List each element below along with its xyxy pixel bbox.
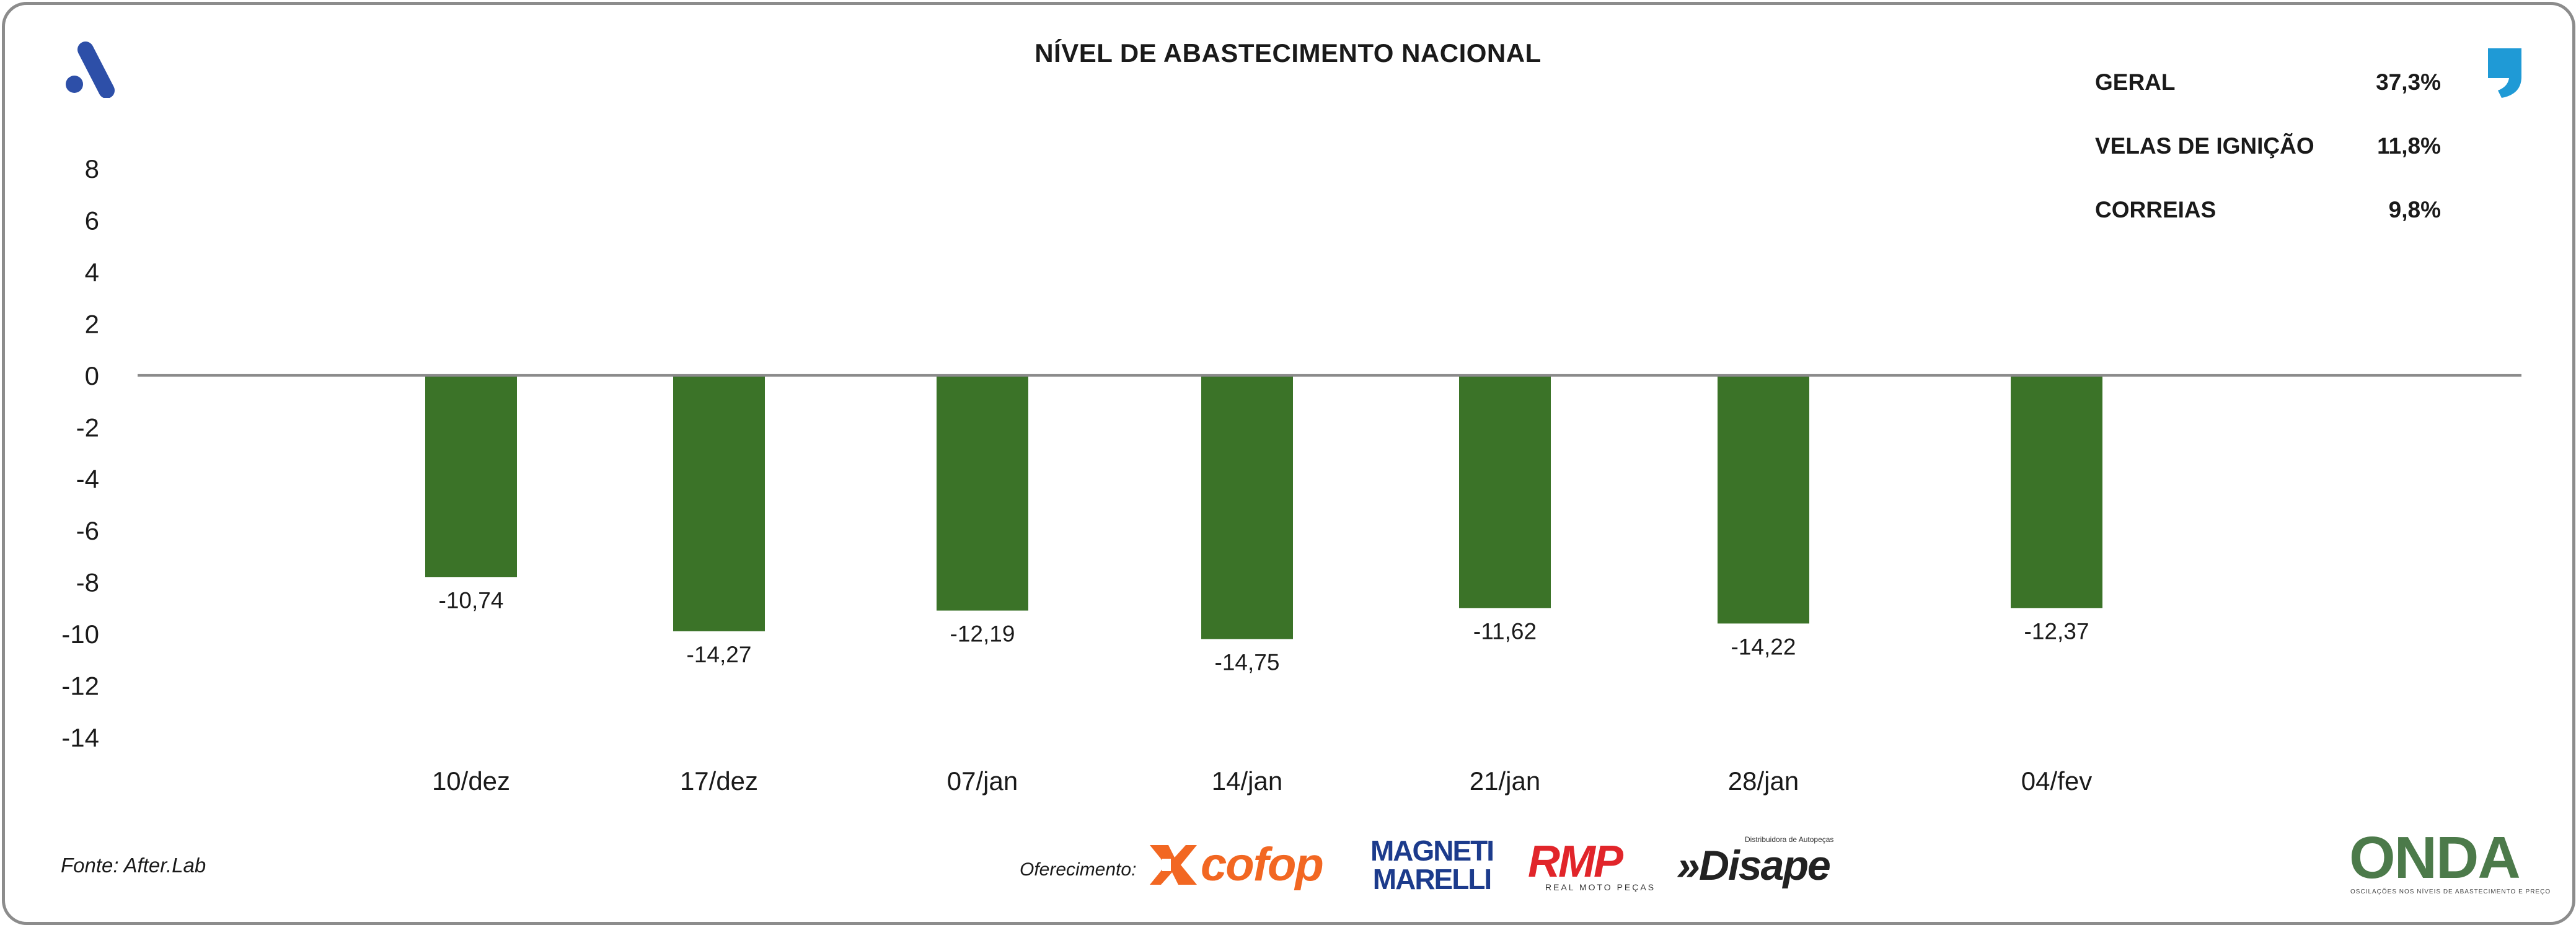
marelli-line2: MARELLI bbox=[1372, 863, 1492, 895]
y-tick-label: -12 bbox=[61, 672, 99, 701]
data-label: -10,74 bbox=[439, 587, 504, 613]
cofop-logo: cofop bbox=[1144, 836, 1348, 892]
y-tick-label: -10 bbox=[61, 620, 99, 649]
y-tick-label: -8 bbox=[76, 568, 99, 597]
disape-wordmark: »Disape bbox=[1677, 842, 1831, 889]
sponsor-label: Oferecimento: bbox=[1020, 859, 1137, 880]
y-tick-label: -6 bbox=[76, 516, 99, 545]
stat-row-geral: GERAL 37,3% bbox=[2095, 69, 2455, 104]
stat-value: 37,3% bbox=[2376, 69, 2441, 95]
stat-row-correias: CORREIAS 9,8% bbox=[2095, 197, 2455, 232]
y-tick-label: 2 bbox=[85, 309, 99, 338]
onda-logo: ONDA OSCILAÇÕES NOS NÍVEIS DE ABASTECIME… bbox=[2349, 824, 2550, 898]
stat-label: GERAL bbox=[2095, 69, 2176, 95]
disape-tagline: Distribuidora de Autopeças bbox=[1745, 835, 1834, 844]
y-tick-label: 0 bbox=[85, 361, 99, 390]
bar bbox=[1201, 375, 1293, 639]
rmp-subtitle: REAL MOTO PEÇAS bbox=[1545, 882, 1656, 892]
afterlab-logo-icon bbox=[66, 42, 115, 98]
stat-value: 9,8% bbox=[2388, 197, 2441, 222]
y-tick-label: -4 bbox=[76, 465, 99, 494]
chart-title: NÍVEL DE ABASTECIMENTO NACIONAL bbox=[1034, 38, 1542, 68]
data-label: -12,37 bbox=[2024, 618, 2089, 644]
data-label: -14,22 bbox=[1731, 634, 1796, 659]
rmp-wordmark: RMP bbox=[1528, 837, 1623, 887]
stat-row-velas: VELAS DE IGNIÇÃO 11,8% bbox=[2095, 133, 2455, 168]
data-label: -14,75 bbox=[1215, 649, 1280, 675]
stat-label: VELAS DE IGNIÇÃO bbox=[2095, 133, 2314, 159]
quote-logo-icon bbox=[2488, 48, 2521, 98]
x-tick-label: 21/jan bbox=[1470, 766, 1540, 796]
y-tick-label: 8 bbox=[85, 154, 99, 183]
data-label: -14,27 bbox=[687, 642, 752, 667]
data-label: -12,19 bbox=[950, 621, 1015, 647]
marelli-line1: MAGNETI bbox=[1370, 835, 1494, 867]
magneti-marelli-logo: MAGNETI MARELLI bbox=[1367, 836, 1497, 898]
y-tick-label: 6 bbox=[85, 206, 99, 235]
cofop-wordmark: cofop bbox=[1201, 838, 1324, 891]
onda-subtitle: OSCILAÇÕES NOS NÍVEIS DE ABASTECIMENTO E… bbox=[2350, 888, 2551, 895]
y-tick-label: -2 bbox=[76, 413, 99, 442]
x-tick-label: 14/jan bbox=[1212, 766, 1282, 796]
rmp-logo: RMP REAL MOTO PEÇAS bbox=[1528, 836, 1658, 898]
stat-label: CORREIAS bbox=[2095, 197, 2217, 222]
bar bbox=[2011, 375, 2102, 608]
bar bbox=[1718, 375, 1809, 624]
x-tick-label: 04/fev bbox=[2021, 766, 2092, 796]
bar bbox=[1459, 375, 1551, 608]
data-label: -11,62 bbox=[1473, 618, 1537, 644]
bar bbox=[937, 375, 1028, 611]
source-note: Fonte: After.Lab bbox=[61, 854, 206, 877]
x-tick-label: 07/jan bbox=[947, 766, 1018, 796]
bar bbox=[425, 375, 517, 577]
x-tick-label: 28/jan bbox=[1728, 766, 1799, 796]
onda-wordmark: ONDA bbox=[2349, 825, 2521, 891]
y-tick-label: 4 bbox=[85, 258, 99, 287]
x-tick-label: 10/dez bbox=[432, 766, 510, 796]
cofop-x-icon bbox=[1150, 845, 1197, 885]
stat-value: 11,8% bbox=[2377, 133, 2441, 159]
x-tick-label: 17/dez bbox=[680, 766, 758, 796]
y-tick-label: -14 bbox=[61, 723, 99, 752]
disape-logo: Distribuidora de Autopeças »Disape bbox=[1677, 835, 1838, 897]
bar bbox=[673, 375, 765, 631]
